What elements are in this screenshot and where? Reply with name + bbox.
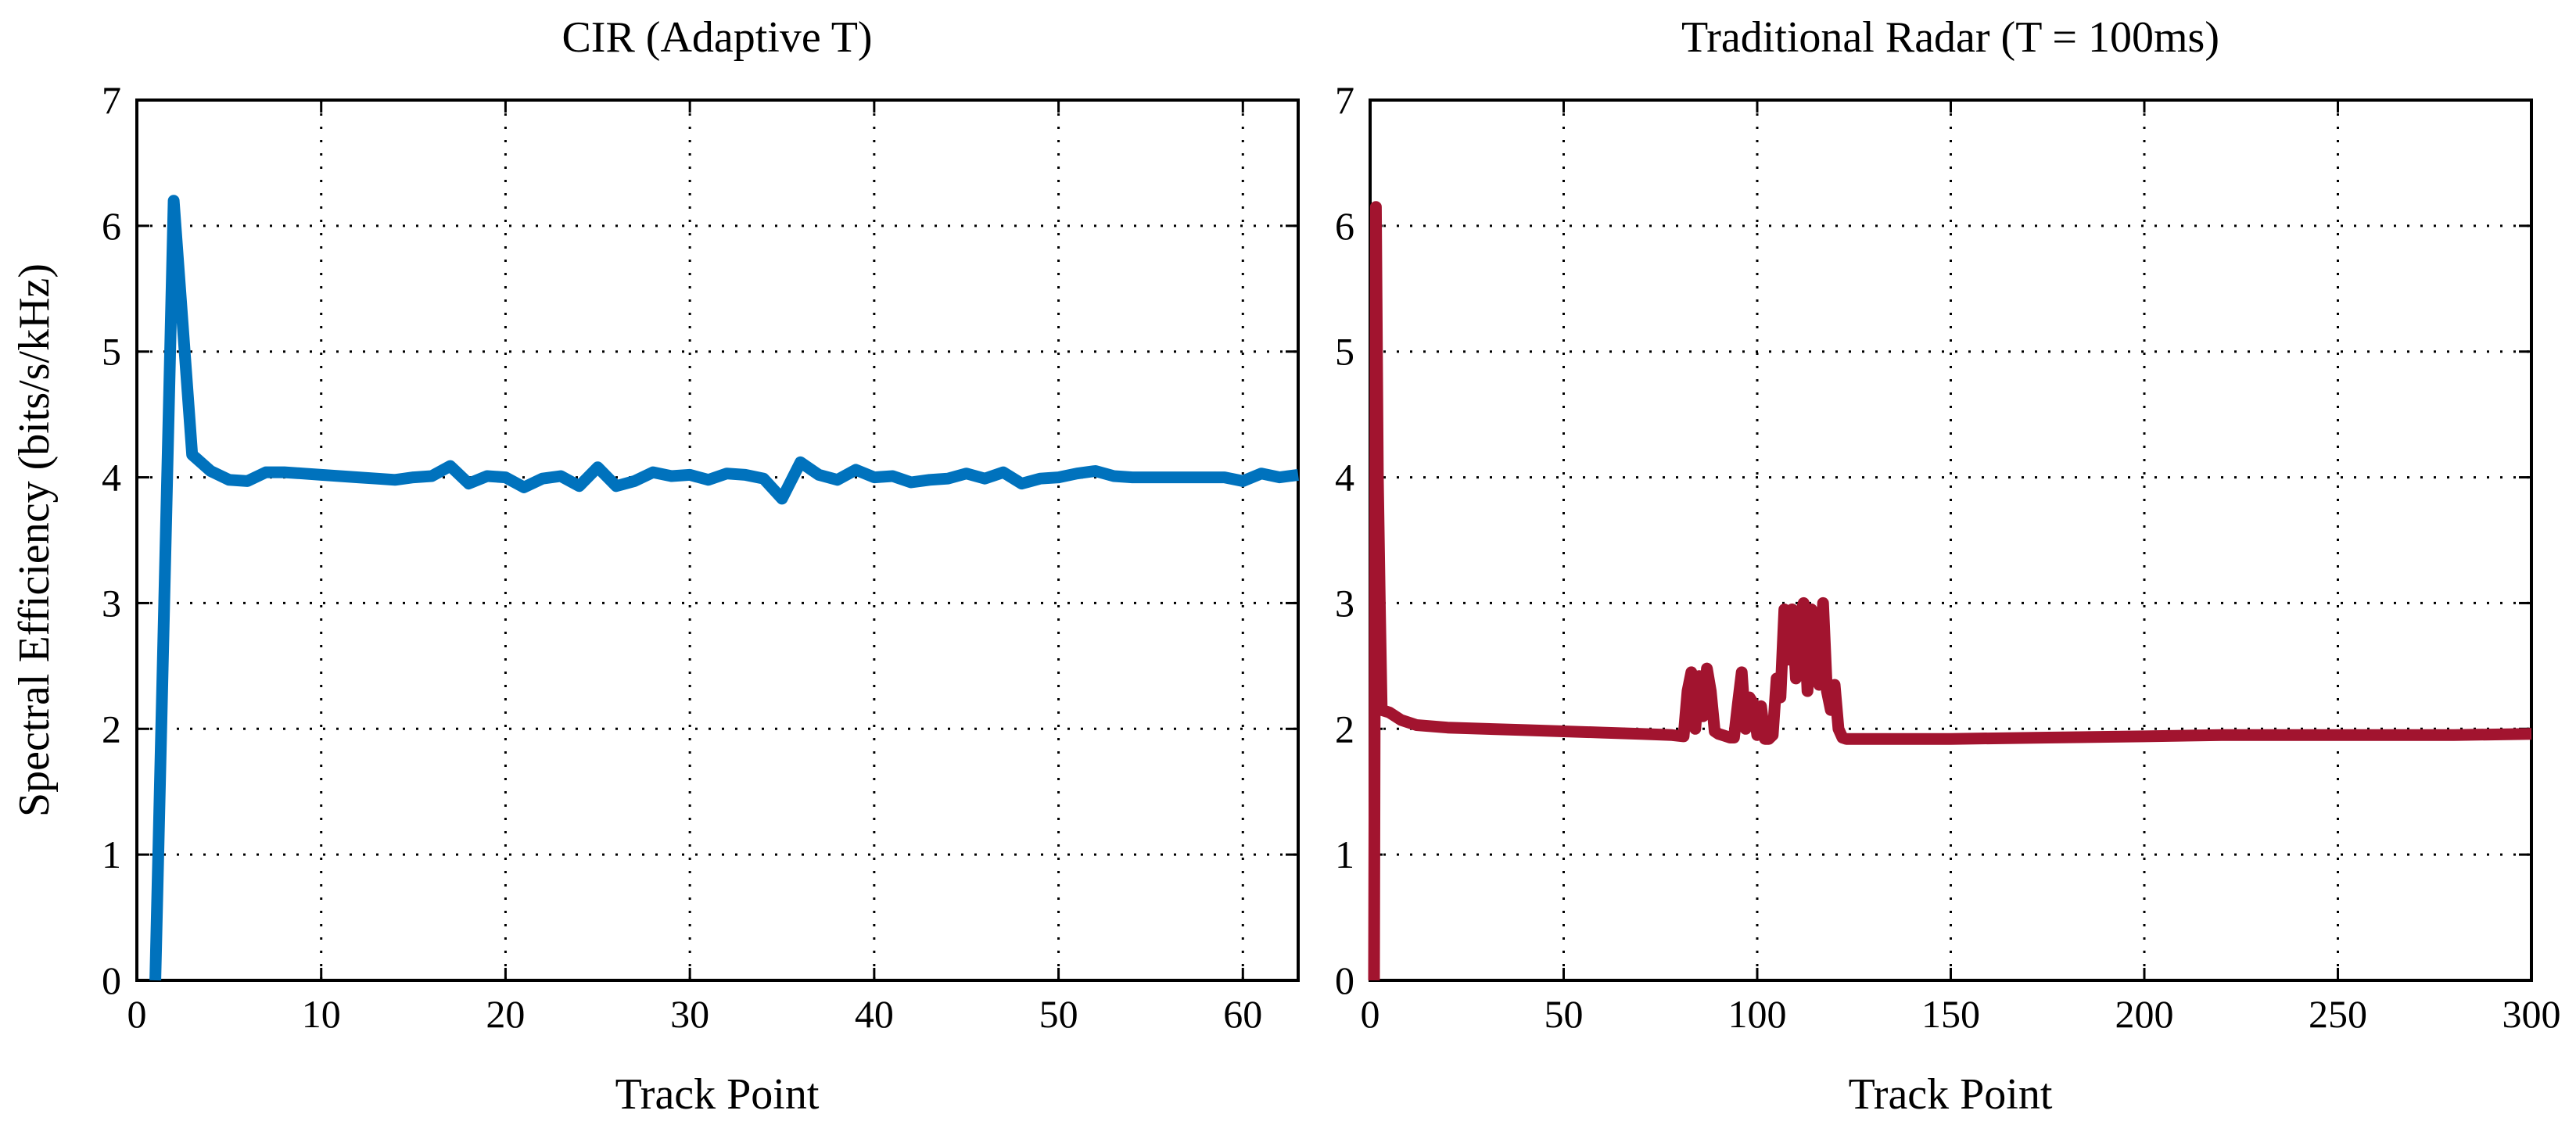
left-x-tick-label: 30 xyxy=(670,992,709,1036)
right-grid xyxy=(1370,100,2531,980)
left-tick-labels: 0 10 20 30 40 50 60 0 1 2 3 4 5 6 7 xyxy=(102,78,1262,1036)
left-x-axis-label: Track Point xyxy=(615,1070,820,1119)
right-y-tick-label: 1 xyxy=(1335,833,1354,876)
left-x-tick-label: 20 xyxy=(486,992,525,1036)
right-panel: 0 50 100 150 200 250 300 0 1 2 3 4 5 6 7 Traditional R… xyxy=(1335,13,2561,1119)
left-panel: 0 10 20 30 40 50 60 0 1 2 3 4 5 6 7 CIR (Adaptive T) T… xyxy=(10,13,1300,1119)
right-y-tick-label: 0 xyxy=(1335,958,1354,1002)
right-chart-title: Traditional Radar (T = 100ms) xyxy=(1681,13,2219,62)
right-x-axis-label: Track Point xyxy=(1849,1070,2053,1119)
right-y-tick-label: 7 xyxy=(1335,78,1354,122)
left-x-tick-label: 60 xyxy=(1223,992,1262,1036)
left-chart-title: CIR (Adaptive T) xyxy=(561,13,872,62)
right-y-tick-label: 3 xyxy=(1335,581,1354,625)
right-y-tick-label: 2 xyxy=(1335,707,1354,750)
left-x-tick-label: 40 xyxy=(855,992,894,1036)
left-y-tick-label: 3 xyxy=(102,581,121,625)
left-ticks xyxy=(135,99,1298,982)
left-plot-frame xyxy=(135,99,1300,982)
right-x-tick-label: 100 xyxy=(1728,992,1787,1036)
left-x-tick-label: 10 xyxy=(302,992,341,1036)
right-tick-labels: 0 50 100 150 200 250 300 0 1 2 3 4 5 6 7 xyxy=(1335,78,2561,1036)
right-y-tick-label: 6 xyxy=(1335,204,1354,248)
left-y-axis-label: Spectral Efficiency (bits/s/kHz) xyxy=(10,263,59,817)
left-x-tick-label: 0 xyxy=(127,992,147,1036)
right-x-tick-label: 200 xyxy=(2115,992,2174,1036)
left-y-tick-label: 5 xyxy=(102,330,121,374)
right-x-tick-label: 250 xyxy=(2309,992,2367,1036)
left-y-tick-label: 6 xyxy=(102,204,121,248)
left-y-tick-label: 7 xyxy=(102,78,121,122)
right-x-tick-label: 300 xyxy=(2502,992,2561,1036)
right-x-tick-label: 50 xyxy=(1545,992,1584,1036)
left-y-tick-label: 0 xyxy=(102,958,121,1002)
left-grid xyxy=(137,100,1298,980)
left-y-tick-label: 4 xyxy=(102,456,121,500)
left-y-tick-label: 2 xyxy=(102,707,121,750)
right-y-tick-label: 5 xyxy=(1335,330,1354,374)
traditional-radar-series-line xyxy=(1368,201,2532,981)
left-x-tick-label: 50 xyxy=(1039,992,1078,1036)
right-x-tick-label: 0 xyxy=(1361,992,1380,1036)
right-x-tick-label: 150 xyxy=(1921,992,1980,1036)
right-y-tick-label: 4 xyxy=(1335,456,1354,500)
cir-series-line xyxy=(149,195,1300,981)
left-y-tick-label: 1 xyxy=(102,833,121,876)
